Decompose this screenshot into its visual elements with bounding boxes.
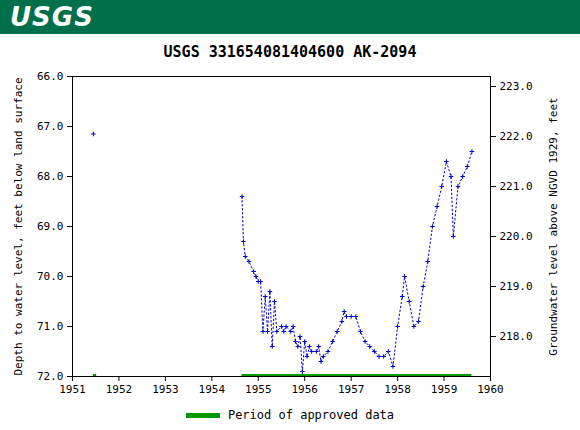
svg-text:Groundwater level above NGVD 1: Groundwater level above NGVD 1929, feet: [547, 97, 560, 355]
svg-text:68.0: 68.0: [37, 170, 64, 183]
svg-text:221.0: 221.0: [500, 180, 533, 193]
svg-text:70.0: 70.0: [37, 270, 64, 283]
svg-text:219.0: 219.0: [500, 280, 533, 293]
svg-text:69.0: 69.0: [37, 220, 64, 233]
svg-text:Depth to water level, feet bel: Depth to water level, feet below land su…: [12, 77, 25, 375]
html-text:USGS: USGS: [10, 2, 94, 32]
svg-text:67.0: 67.0: [37, 120, 64, 133]
svg-text:218.0: 218.0: [500, 330, 533, 343]
svg-text:71.0: 71.0: [37, 320, 64, 333]
svg-text:1958: 1958: [384, 383, 411, 396]
svg-text:1951: 1951: [59, 383, 86, 396]
svg-text:223.0: 223.0: [500, 80, 533, 93]
svg-text:1952: 1952: [106, 383, 133, 396]
svg-text:1957: 1957: [338, 383, 365, 396]
svg-text:1954: 1954: [199, 383, 226, 396]
svg-text:1960: 1960: [477, 383, 504, 396]
html-text:USGS 331654081404600 AK-2094: USGS 331654081404600 AK-2094: [163, 43, 417, 61]
svg-text:72.0: 72.0: [37, 370, 64, 383]
svg-text:1959: 1959: [431, 383, 458, 396]
svg-text:1956: 1956: [291, 383, 318, 396]
svg-text:220.0: 220.0: [500, 230, 533, 243]
html-text:Period of approved data: Period of approved data: [227, 408, 395, 422]
svg-text:66.0: 66.0: [37, 70, 64, 83]
svg-text:1953: 1953: [152, 383, 179, 396]
svg-text:222.0: 222.0: [500, 130, 533, 143]
svg-text:1955: 1955: [245, 383, 272, 396]
